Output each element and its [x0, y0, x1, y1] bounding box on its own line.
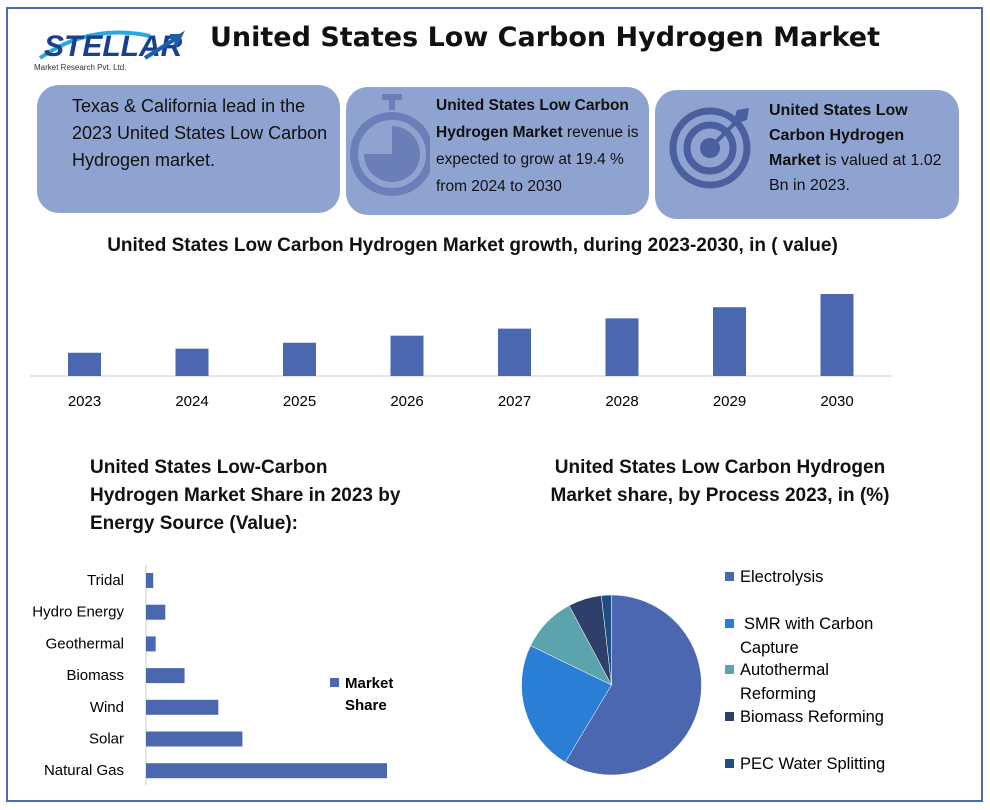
bar-2024	[175, 348, 209, 376]
legend-label: PEC Water Splitting	[740, 755, 885, 773]
legend-line: Autothermal	[740, 661, 829, 679]
x-tick-label: 2027	[498, 393, 531, 410]
y-tick-label: Geothermal	[46, 635, 124, 652]
process-chart-title: United States Low Carbon Hydrogen Market…	[550, 457, 890, 506]
legend-line: Biomass Reforming	[740, 708, 884, 726]
legend-label: SMR with Carbon Capture	[740, 615, 873, 657]
bar-2023	[68, 352, 101, 376]
legend-swatch	[725, 572, 734, 581]
card-text: Texas & California lead in the 2023 Unit…	[72, 96, 328, 170]
growth-bar-chart: 2023 2024 2025 2026 2027 2028 2029 2030	[30, 294, 892, 410]
legend-line: Share	[345, 697, 387, 714]
bar-Hydro Energy	[146, 604, 166, 620]
x-tick-label: 2030	[820, 393, 853, 410]
bar-Wind	[146, 699, 219, 715]
x-tick-label: 2026	[390, 393, 423, 410]
logo-tagline: Market Research Pvt. Ltd.	[34, 63, 126, 72]
legend-label: Autothermal Reforming	[740, 661, 829, 703]
legend-swatch	[725, 712, 734, 721]
legend-line: Market	[345, 675, 393, 692]
card-bold: United States Low Carbon Hydrogen Market	[436, 97, 629, 141]
bar-2029	[713, 307, 746, 376]
energy-bar-chart: Tridal Hydro Energy Geothermal Biomass Wind S…	[32, 565, 393, 785]
bar-Geothermal	[146, 636, 156, 652]
y-tick-label: Biomass	[66, 667, 124, 684]
legend-swatch	[330, 678, 339, 687]
page-title: United States Low Carbon Hydrogen Market	[209, 22, 881, 53]
legend-label: Market Share	[345, 675, 393, 714]
bar-Solar	[146, 731, 243, 747]
info-card-value: United States Low Carbon Hydrogen Market…	[655, 90, 959, 219]
bar-2028	[605, 318, 639, 376]
infographic-frame	[6, 7, 983, 802]
x-tick-label: 2023	[68, 393, 101, 410]
energy-chart-title: United States Low-Carbon Hydrogen Market…	[90, 457, 401, 534]
bar-2026	[390, 335, 424, 376]
x-tick-label: 2024	[175, 393, 208, 410]
legend-label: Electrolysis	[740, 568, 823, 586]
card-text: is valued at 1.02 Bn in 2023.	[769, 152, 942, 194]
bar-Tridal	[146, 573, 154, 588]
bar-2030	[820, 294, 854, 376]
y-tick-label: Wind	[90, 699, 124, 716]
legend-line: Reforming	[740, 685, 816, 703]
card-bold: United States Low Carbon Hydrogen Market	[769, 102, 908, 169]
growth-chart-title: United States Low Carbon Hydrogen Market…	[107, 235, 838, 256]
legend-line: Electrolysis	[740, 568, 823, 586]
y-tick-label: Solar	[89, 731, 124, 748]
legend-swatch	[725, 665, 734, 674]
stopwatch-icon	[350, 94, 430, 196]
y-tick-label: Tridal	[87, 572, 124, 589]
bar-2025	[283, 342, 316, 376]
legend-swatch	[725, 619, 734, 628]
info-card-growth: United States Low Carbon Hydrogen Market…	[346, 87, 649, 215]
card-text: revenue is expected to grow at 19.4 % fr…	[436, 124, 639, 195]
x-tick-label: 2025	[283, 393, 316, 410]
legend-line: Capture	[740, 639, 799, 657]
bar-Natural Gas	[146, 763, 387, 779]
process-pie-chart: Electrolysis SMR with Carbon Capture Autoth…	[521, 568, 885, 776]
info-card-leaders: Texas & California lead in the 2023 Unit…	[37, 85, 340, 213]
pie-slice-4	[601, 594, 612, 686]
y-tick-label: Natural Gas	[44, 762, 124, 779]
legend-line: PEC Water Splitting	[740, 755, 885, 773]
legend-label: Biomass Reforming	[740, 708, 884, 726]
pie-slice-0	[564, 594, 702, 776]
bar-Biomass	[146, 668, 185, 684]
y-tick-label: Hydro Energy	[32, 604, 124, 621]
target-icon	[669, 107, 751, 189]
x-tick-label: 2029	[713, 393, 746, 410]
legend-swatch	[725, 759, 734, 768]
legend-line: SMR with Carbon	[744, 615, 873, 633]
x-tick-label: 2028	[605, 393, 638, 410]
pie-slice-1	[521, 645, 612, 763]
stellar-logo: STELLAR Market Research Pvt. Ltd.	[30, 18, 190, 78]
bar-2027	[498, 328, 531, 376]
